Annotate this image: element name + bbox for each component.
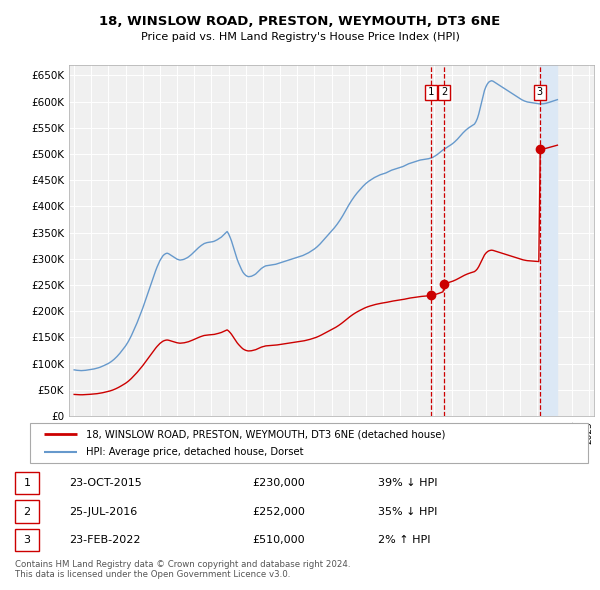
Text: 1: 1 [23, 478, 31, 488]
Text: £230,000: £230,000 [252, 478, 305, 488]
Text: 2: 2 [23, 507, 31, 516]
Text: 23-OCT-2015: 23-OCT-2015 [69, 478, 142, 488]
Text: 35% ↓ HPI: 35% ↓ HPI [378, 507, 437, 516]
Text: £252,000: £252,000 [252, 507, 305, 516]
Text: 18, WINSLOW ROAD, PRESTON, WEYMOUTH, DT3 6NE: 18, WINSLOW ROAD, PRESTON, WEYMOUTH, DT3… [100, 15, 500, 28]
Text: 2: 2 [441, 87, 447, 97]
Text: 25-JUL-2016: 25-JUL-2016 [69, 507, 137, 516]
Text: Contains HM Land Registry data © Crown copyright and database right 2024.
This d: Contains HM Land Registry data © Crown c… [15, 560, 350, 579]
Text: 23-FEB-2022: 23-FEB-2022 [69, 535, 140, 545]
Bar [540, 65, 557, 416]
Text: 18, WINSLOW ROAD, PRESTON, WEYMOUTH, DT3 6NE (detached house): 18, WINSLOW ROAD, PRESTON, WEYMOUTH, DT3… [86, 430, 445, 440]
Text: 2% ↑ HPI: 2% ↑ HPI [378, 535, 431, 545]
Text: £510,000: £510,000 [252, 535, 305, 545]
Text: 3: 3 [23, 535, 31, 545]
FancyBboxPatch shape [30, 423, 588, 463]
Text: Price paid vs. HM Land Registry's House Price Index (HPI): Price paid vs. HM Land Registry's House … [140, 32, 460, 42]
Text: 1: 1 [428, 87, 434, 97]
Text: 39% ↓ HPI: 39% ↓ HPI [378, 478, 437, 488]
Text: HPI: Average price, detached house, Dorset: HPI: Average price, detached house, Dors… [86, 447, 304, 457]
Text: 3: 3 [536, 87, 543, 97]
